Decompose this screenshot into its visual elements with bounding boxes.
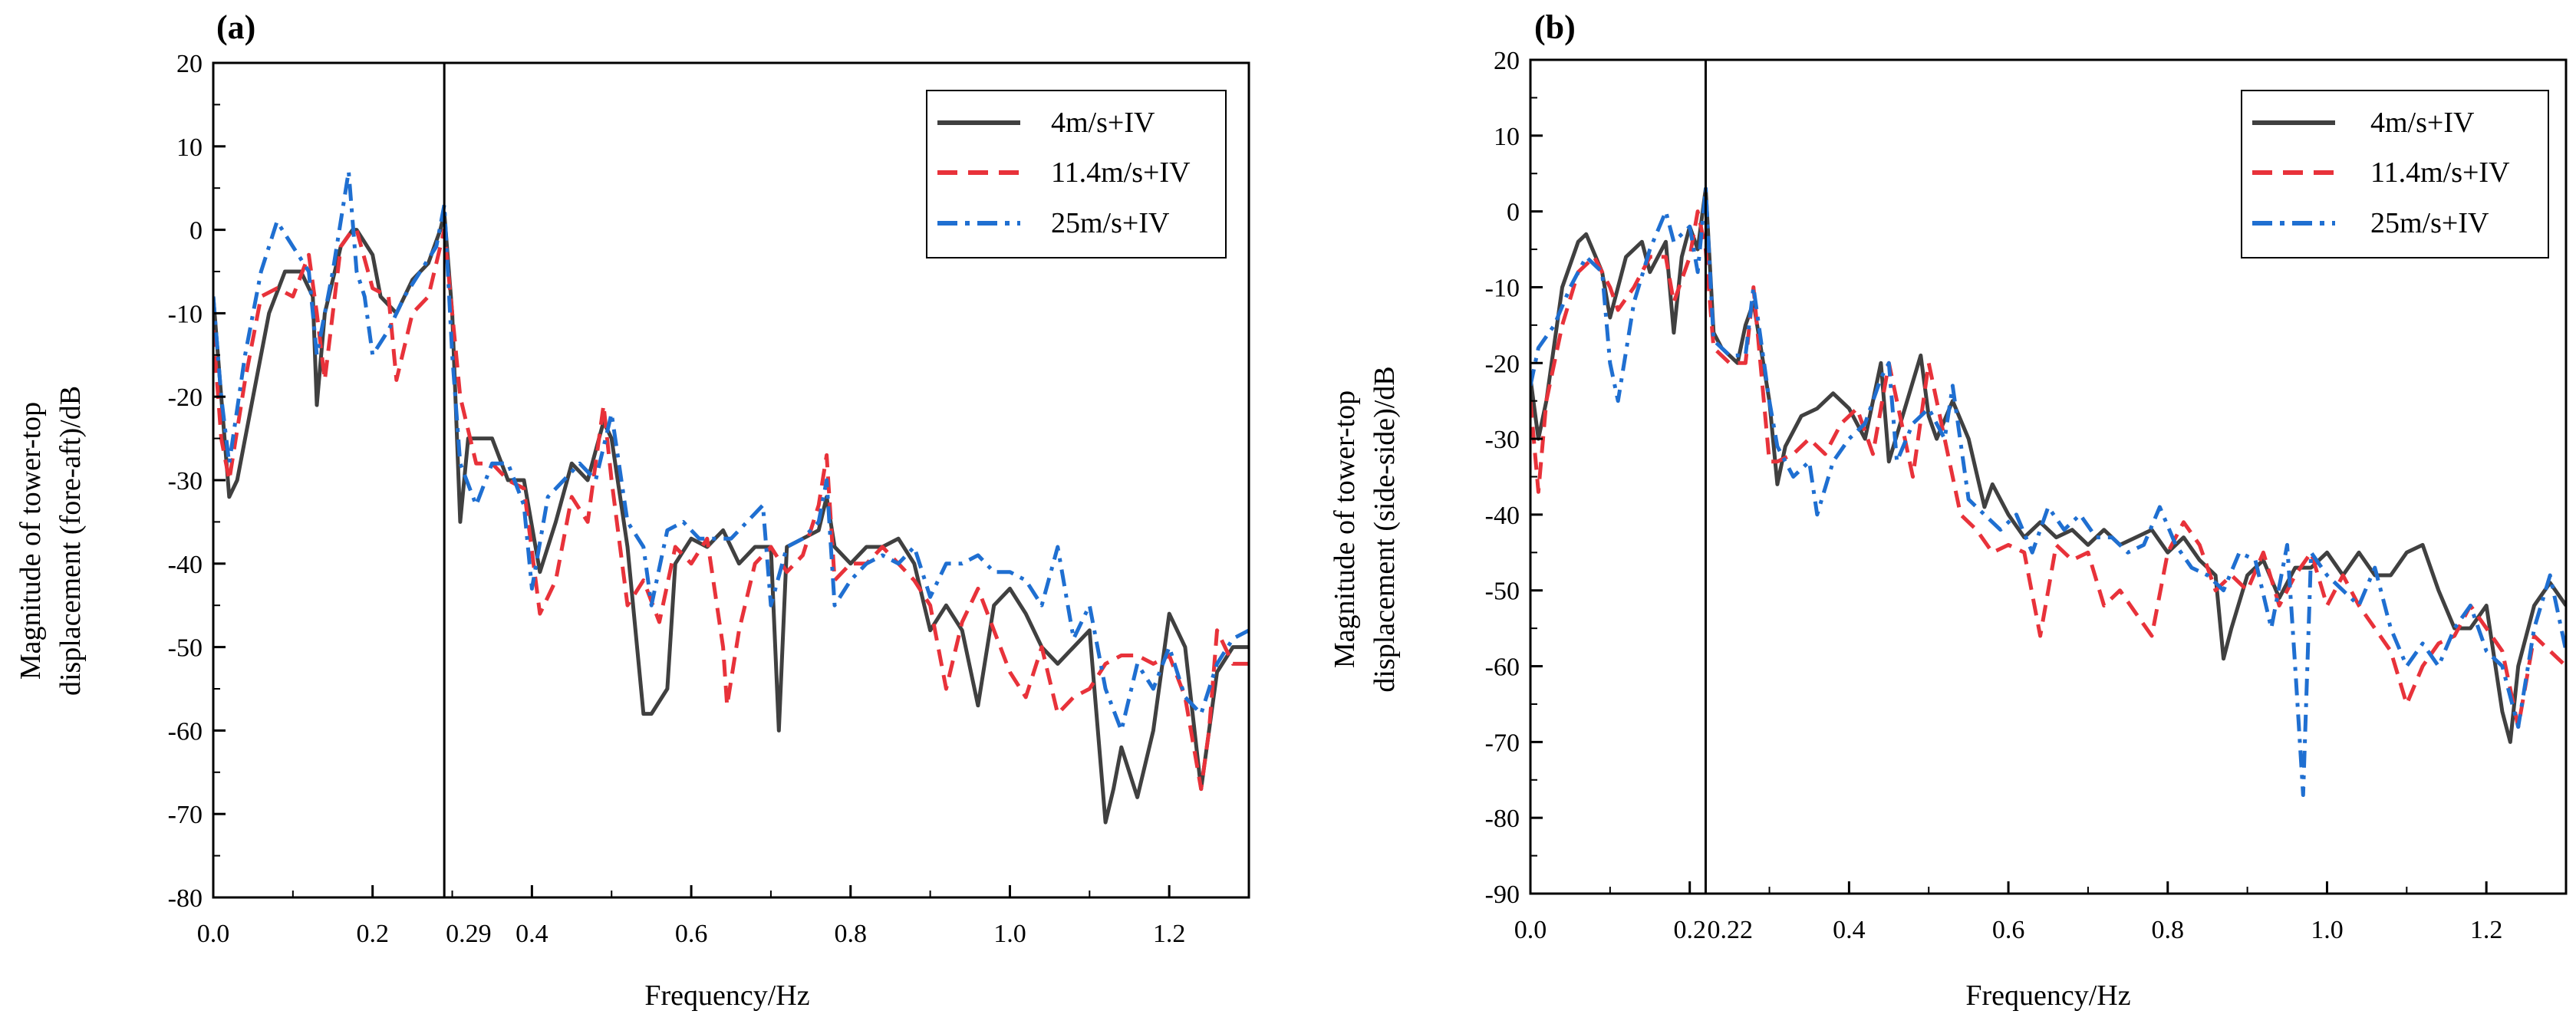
x-tick-label: 0.2 xyxy=(1673,916,1706,944)
legend-label-11-4ms: 11.4m/s+IV xyxy=(2370,156,2510,189)
y-tick-label: -70 xyxy=(168,801,203,829)
x-tick-label: 0.6 xyxy=(675,920,708,948)
y-axis-title-line-1: Magnitude of tower-top xyxy=(15,402,47,680)
vertical-marker-label: 0.22 xyxy=(1707,916,1753,944)
y-tick-label: 20 xyxy=(1494,47,1520,75)
legend: 4m/s+IV 11.4m/s+IV 25m/s+IV xyxy=(926,90,1227,258)
series-line-11-4m-s-iv xyxy=(1530,209,2566,729)
y-tick-label: -60 xyxy=(1485,654,1520,682)
y-axis-title-line-1: Magnitude of tower-top xyxy=(1329,390,1361,668)
y-tick-label: 0 xyxy=(1507,199,1520,227)
x-tick-label: 1.0 xyxy=(993,920,1026,948)
y-tick-label: 20 xyxy=(176,50,203,78)
chart-panel-a: (a) 0.29 20 10 0 -10 -20 -30 -40 -50 -60 -70 -80 0.0… xyxy=(15,8,1250,1012)
panel-label: (a) xyxy=(216,8,255,46)
x-tick-label: 1.2 xyxy=(2470,916,2503,944)
series-line-11-4m-s-iv xyxy=(213,228,1249,792)
y-axis-title-line-2: displacement (side-side)/dB xyxy=(1369,366,1401,692)
legend-label-4ms: 4m/s+IV xyxy=(2370,107,2475,139)
y-tick-label: -20 xyxy=(168,384,203,412)
x-tick-label: 0.0 xyxy=(197,920,230,948)
x-tick-label: 0.6 xyxy=(1992,916,2025,944)
x-tick-label: 0.2 xyxy=(356,920,389,948)
series-line-25m-s-iv xyxy=(1530,186,2566,797)
series-line-25m-s-iv xyxy=(213,169,1249,733)
y-tick-label: 0 xyxy=(189,217,203,245)
x-axis-title: Frequency/Hz xyxy=(1965,980,2130,1012)
y-tick-label: -50 xyxy=(168,634,203,663)
y-tick-label: 10 xyxy=(1494,123,1520,151)
plot-area: 0.22 20 10 0 -10 -20 -30 -40 -50 -60 -70 -80 -90 0.0 0… xyxy=(1485,47,2568,944)
x-tick-label: 1.0 xyxy=(2311,916,2344,944)
plot-area: 0.29 20 10 0 -10 -20 -30 -40 -50 -60 -70 -80 0.0 0.2 0… xyxy=(168,50,1250,948)
legend-label-4ms: 4m/s+IV xyxy=(1051,107,1155,139)
y-tick-label: -10 xyxy=(1485,274,1520,302)
vertical-marker-label: 0.29 xyxy=(446,920,492,948)
x-tick-label: 0.0 xyxy=(1514,916,1547,944)
y-tick-label: -70 xyxy=(1485,729,1520,757)
y-tick-label: -30 xyxy=(1485,426,1520,454)
x-tick-label: 0.8 xyxy=(2152,916,2185,944)
y-tick-label: -50 xyxy=(1485,578,1520,606)
x-axis-title: Frequency/Hz xyxy=(644,980,809,1012)
y-tick-label: -60 xyxy=(168,717,203,746)
y-tick-label: -80 xyxy=(168,884,203,913)
legend: 4m/s+IV 11.4m/s+IV 25m/s+IV xyxy=(2241,90,2549,258)
y-tick-label: -40 xyxy=(1485,502,1520,530)
y-tick-label: -90 xyxy=(1485,881,1520,909)
x-tick-label: 1.2 xyxy=(1153,920,1186,948)
y-axis-title-line-2: displacement (fore-aft)/dB xyxy=(54,386,87,696)
legend-label-25ms: 25m/s+IV xyxy=(2370,207,2489,239)
y-tick-label: -80 xyxy=(1485,805,1520,833)
series-line-4m-s-iv xyxy=(213,211,1249,825)
y-tick-label: -30 xyxy=(168,467,203,496)
x-tick-label: 0.4 xyxy=(516,920,548,948)
panel-label: (b) xyxy=(1534,8,1576,46)
x-tick-label: 0.4 xyxy=(1833,916,1866,944)
legend-label-25ms: 25m/s+IV xyxy=(1051,207,1170,239)
y-tick-label: -40 xyxy=(168,551,203,579)
x-tick-label: 0.8 xyxy=(835,920,868,948)
chart-panel-b: (b) 0.22 20 10 0 -10 -20 -30 -40 -50 -60 -70 -80 -90… xyxy=(1329,8,2568,1012)
y-tick-label: 10 xyxy=(176,133,203,162)
y-tick-label: -10 xyxy=(168,300,203,328)
legend-label-11-4ms: 11.4m/s+IV xyxy=(1051,156,1191,189)
y-tick-label: -20 xyxy=(1485,350,1520,378)
